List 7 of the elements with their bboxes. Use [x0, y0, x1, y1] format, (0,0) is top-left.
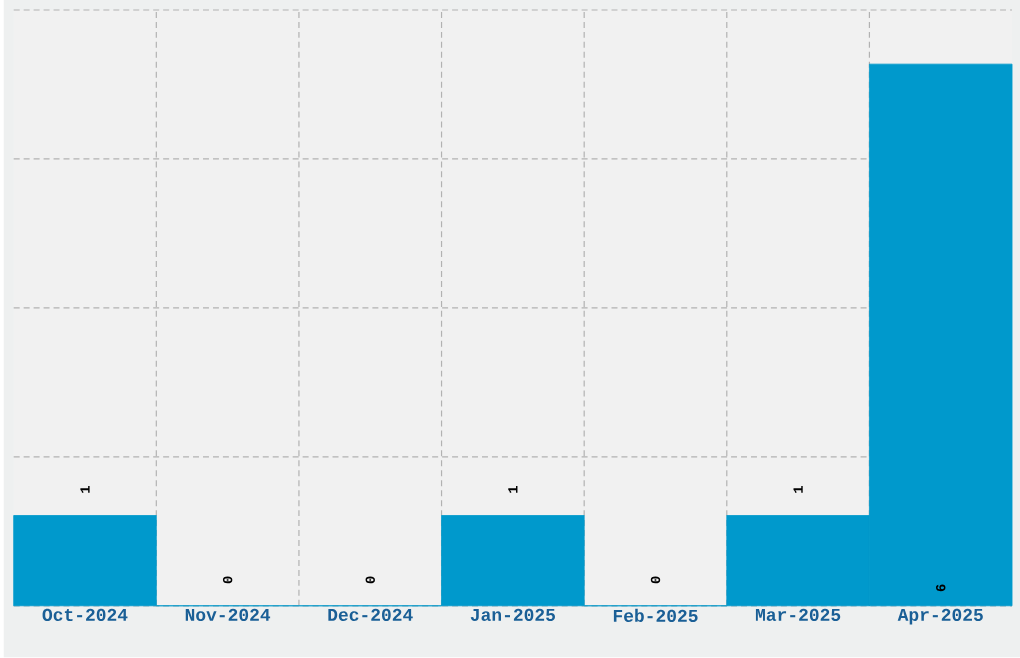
x-tick-label: Dec-2024 [328, 609, 413, 622]
x-tick-label: Apr-2025 [897, 609, 983, 625]
x-tick-label: Feb-2025 [613, 609, 698, 623]
x-tick-label: Mar-2025 [755, 609, 841, 622]
x-tick-label: Oct-2024 [42, 609, 128, 622]
x-tick-label: Nov-2024 [185, 609, 271, 622]
x-tick-label: Jan-2025 [470, 609, 555, 622]
